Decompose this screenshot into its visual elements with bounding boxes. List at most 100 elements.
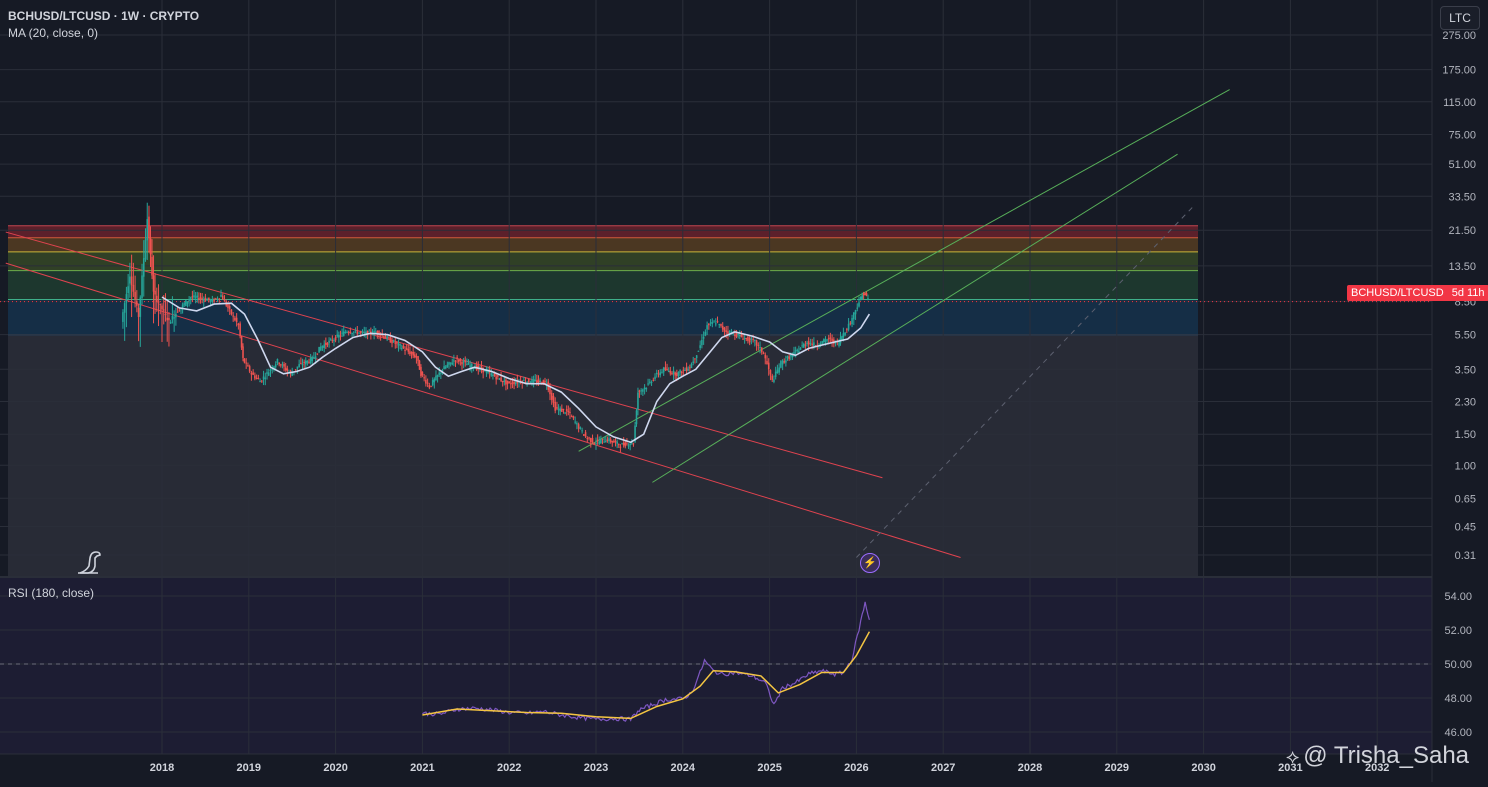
candle-body	[157, 300, 160, 304]
candle-body	[356, 331, 359, 334]
trendline-green	[652, 153, 1178, 483]
candle-body	[181, 304, 184, 308]
candle-body	[159, 303, 162, 305]
candle-body	[209, 300, 212, 302]
candle-body	[215, 298, 217, 300]
candle-body	[342, 331, 345, 336]
candle-body	[711, 322, 714, 324]
candle-body	[314, 356, 317, 359]
candle-body	[654, 376, 656, 379]
time-tick-label: 2027	[931, 762, 955, 774]
time-tick-label: 2026	[844, 762, 868, 774]
lightning-bolt-icon[interactable]: ⚡	[860, 553, 880, 573]
candle-body	[257, 377, 260, 379]
candle-body	[196, 295, 199, 298]
price-tick-label: 0.31	[1455, 550, 1476, 562]
candle-body	[261, 380, 263, 382]
candle-body	[248, 366, 251, 372]
candle-body	[363, 332, 366, 334]
candle-body	[861, 295, 863, 299]
time-tick-label: 2022	[497, 762, 521, 774]
price-tick-label: 2.30	[1455, 396, 1476, 408]
candle-body	[640, 390, 642, 392]
candle-body	[276, 359, 279, 363]
candle-body	[697, 350, 700, 352]
candle-body	[240, 336, 243, 348]
candle-body	[443, 366, 445, 370]
candle-body	[306, 360, 309, 363]
price-axis-background	[1432, 0, 1488, 782]
dinosaur-logo-icon	[76, 546, 106, 576]
candle-body	[211, 299, 214, 302]
candle-body	[718, 324, 721, 326]
candle-body	[708, 323, 710, 326]
candle-body	[242, 346, 244, 358]
candle-body	[534, 379, 537, 381]
candle-body	[564, 412, 566, 414]
candle-body	[867, 298, 869, 300]
candle-body	[341, 332, 343, 334]
candle-body	[392, 340, 395, 342]
candle-body	[851, 318, 853, 325]
candle-body	[373, 330, 375, 335]
candle-body	[298, 364, 300, 368]
candle-body	[139, 297, 142, 317]
price-tick-label: 115.00	[1443, 97, 1476, 109]
candle-body	[321, 345, 324, 348]
ma-line	[161, 296, 871, 444]
candle-body	[584, 432, 587, 437]
candle-body	[539, 380, 541, 382]
candle-body	[405, 348, 408, 350]
candle-body	[549, 387, 551, 395]
candle-body	[682, 369, 685, 371]
main-plot-layer	[5, 89, 1230, 558]
candle-body	[359, 331, 362, 333]
candle-body	[129, 276, 131, 284]
candle-body	[690, 363, 693, 369]
rsi-indicator-label[interactable]: RSI (180, close)	[8, 586, 95, 600]
candle-body	[467, 363, 470, 365]
candle-body	[591, 437, 594, 443]
candle-body	[569, 411, 571, 413]
candle-body	[480, 366, 483, 370]
candle-body	[199, 297, 202, 299]
candle-body	[371, 333, 374, 335]
candle-body	[823, 339, 825, 343]
candle-body	[430, 385, 432, 387]
candle-body	[309, 357, 312, 363]
ma-indicator-label[interactable]: MA (20, close, 0)	[8, 26, 99, 40]
candle-body	[487, 371, 489, 373]
candle-body	[470, 364, 473, 368]
candle-body	[773, 379, 775, 382]
candle-body	[593, 443, 596, 445]
candle-body	[849, 322, 852, 324]
candle-body	[842, 333, 845, 338]
candle-body	[821, 341, 824, 344]
candle-body	[624, 442, 627, 447]
candle-body	[273, 366, 275, 370]
candle-body	[550, 392, 553, 400]
candle-body	[677, 371, 680, 376]
candle-body	[346, 331, 348, 333]
candle-body	[767, 362, 770, 370]
time-tick-label: 2020	[323, 762, 347, 774]
candle-body	[361, 331, 364, 333]
watermark-mark-icon: ⟡	[1286, 746, 1300, 768]
time-tick-label: 2025	[757, 762, 781, 774]
candle-body	[280, 364, 282, 366]
candle-body	[662, 367, 665, 373]
scale-currency-button[interactable]: LTC	[1440, 6, 1480, 30]
candle-body	[552, 395, 555, 403]
candle-body	[523, 380, 525, 382]
candle-body	[414, 354, 416, 358]
candle-body	[626, 443, 628, 445]
candle-body	[514, 382, 517, 385]
candle-body	[161, 305, 163, 310]
candle-body	[692, 361, 695, 364]
candle-body	[462, 361, 465, 363]
symbol-title[interactable]: BCHUSD/LTCUSD · 1W · CRYPTO	[8, 9, 200, 23]
candle-body	[804, 344, 807, 346]
candle-body	[410, 351, 413, 354]
